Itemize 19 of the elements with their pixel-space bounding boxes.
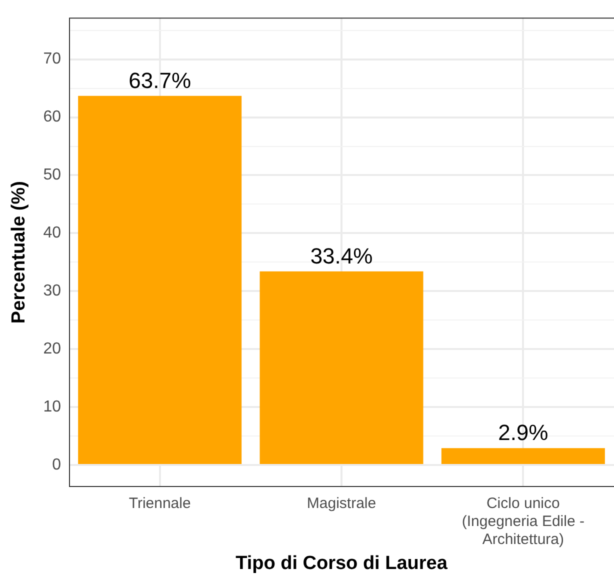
x-tick-label: Triennale bbox=[128, 495, 191, 512]
y-tick-label: 70 bbox=[43, 50, 62, 68]
y-axis-title: Percentuale (%) bbox=[8, 181, 30, 324]
bar bbox=[78, 96, 242, 464]
y-tick-label: 40 bbox=[43, 224, 62, 242]
y-tick-label: 60 bbox=[43, 108, 62, 126]
x-tick-label: Magistrale bbox=[306, 495, 376, 512]
y-tick-label: 10 bbox=[43, 398, 62, 416]
y-tick-label: 50 bbox=[43, 166, 62, 184]
x-axis-title: Tipo di Corso di Laurea bbox=[236, 552, 448, 574]
data-label: 63.7% bbox=[128, 68, 192, 93]
y-tick-label: 0 bbox=[52, 456, 62, 474]
data-label: 2.9% bbox=[498, 420, 548, 446]
bar bbox=[441, 448, 605, 464]
y-tick-label: 30 bbox=[43, 282, 62, 300]
bar bbox=[260, 271, 424, 464]
y-tick-label: 20 bbox=[43, 340, 62, 358]
x-tick-label: Ciclo unico (Ingegneria Edile - Architettura) bbox=[462, 495, 584, 548]
data-label: 33.4% bbox=[310, 243, 373, 268]
